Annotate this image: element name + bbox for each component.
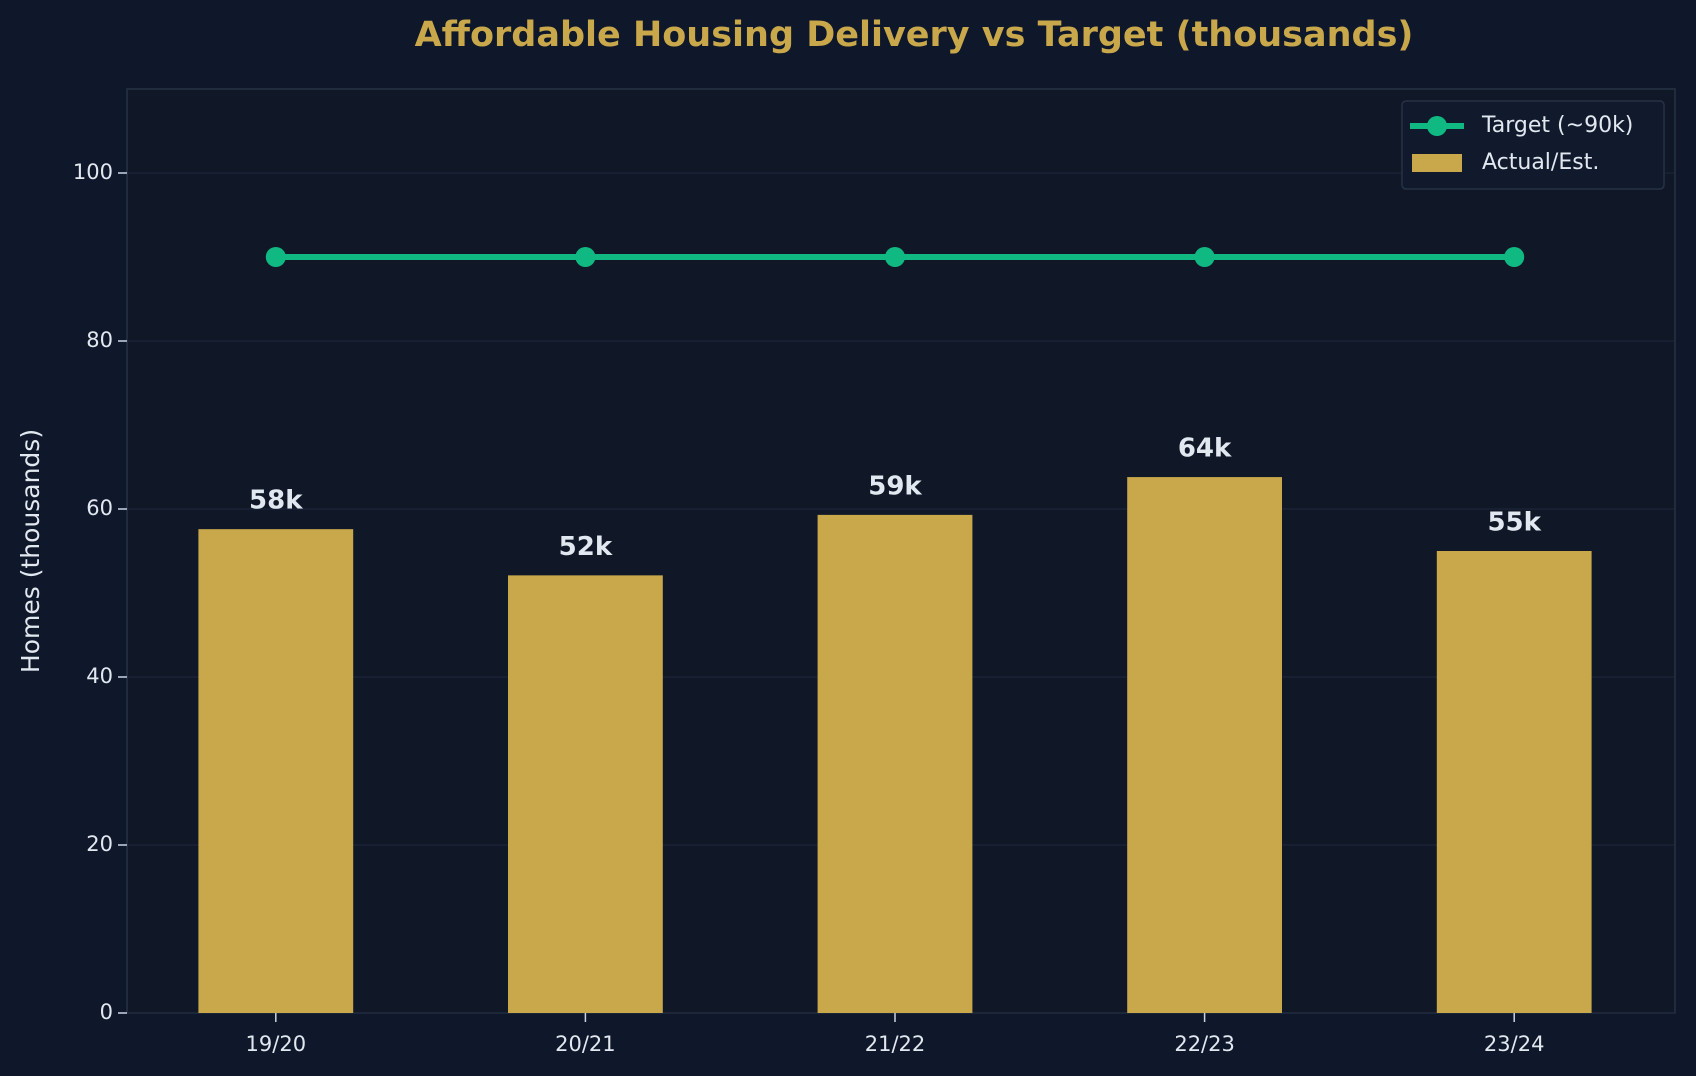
y-tick-label: 100 [73,160,113,184]
legend-marker [1427,116,1447,136]
bar [1436,551,1592,1013]
value-label: 52k [559,532,613,562]
value-label: 64k [1178,434,1232,464]
bar [1127,477,1282,1014]
y-tick-label: 20 [86,832,113,856]
legend-label: Target (~90k) [1481,113,1633,138]
y-tick-label: 60 [86,496,113,520]
x-tick-label: 23/24 [1484,1032,1545,1056]
x-tick-label: 21/22 [865,1032,926,1056]
legend-box [1401,100,1665,190]
bar [817,514,973,1013]
y-tick-label: 80 [86,328,113,352]
x-tick-label: 19/20 [246,1032,307,1056]
legend-swatch [1412,154,1462,172]
y-axis-label: Homes (thousands) [16,429,45,673]
point [265,247,286,267]
y-tick-label: 0 [100,1000,113,1024]
value-label: 59k [868,471,922,501]
point [1194,247,1215,267]
point [885,247,905,267]
value-label: 58k [249,486,303,516]
bar [198,529,354,1013]
x-tick-label: 20/21 [555,1032,616,1056]
y-tick-label: 40 [86,664,113,688]
point [575,247,596,267]
point [1504,247,1525,267]
bar [508,575,663,1013]
value-label: 55k [1487,508,1541,538]
legend-label: Actual/Est. [1482,150,1599,175]
chart-title: Affordable Housing Delivery vs Target (t… [415,15,1414,55]
x-tick-label: 22/23 [1174,1032,1235,1056]
